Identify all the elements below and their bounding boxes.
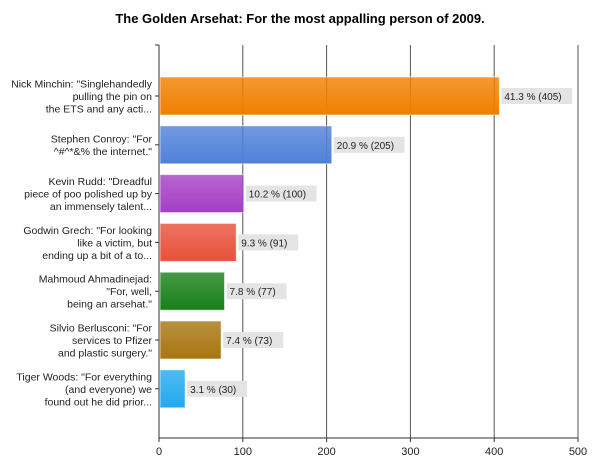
data-label: 7.4 % (73) — [226, 336, 272, 347]
category-label: "For, well, — [106, 286, 152, 298]
bar[interactable] — [159, 222, 237, 262]
x-tick-label: 0 — [156, 446, 162, 458]
data-label: 41.3 % (405) — [504, 92, 561, 103]
category-label: the ETS and any acti... — [46, 104, 152, 116]
x-tick-label: 300 — [401, 446, 419, 458]
category-label: Silvio Berlusconi: "For — [50, 323, 153, 335]
x-tick-label: 500 — [569, 446, 587, 458]
data-label: 7.8 % (77) — [230, 287, 276, 298]
category-label: pulling the pin on — [73, 91, 153, 103]
category-label: and plastic surgery." — [58, 348, 152, 360]
category-label: ^#^*&% the internet." — [54, 146, 152, 158]
data-label-bg — [226, 283, 287, 300]
category-label: like a victim, but — [77, 237, 152, 249]
x-tick-label: 100 — [234, 446, 252, 458]
data-label-bg — [238, 234, 299, 251]
data-label: 10.2 % (100) — [249, 190, 306, 201]
bar[interactable] — [159, 174, 245, 214]
category-label: found out he did prior... — [45, 396, 152, 408]
category-label: Mahmoud Ahmadinejad: — [39, 274, 152, 286]
category-label: Tiger Woods: "For everything — [16, 371, 152, 383]
data-label-bg — [501, 88, 573, 104]
bar[interactable] — [159, 76, 500, 116]
bar[interactable] — [159, 125, 333, 165]
data-label-bg — [187, 380, 248, 397]
category-label: Nick Minchin: "Singlehandedly — [11, 79, 153, 91]
category-label: (and everyone) we — [65, 384, 152, 396]
x-tick-label: 200 — [317, 446, 335, 458]
category-label: piece of poo polished up by — [24, 189, 153, 201]
x-tick-label: 400 — [485, 446, 503, 458]
data-label: 20.9 % (205) — [337, 141, 394, 152]
data-label: 9.3 % (91) — [241, 238, 287, 249]
category-label: services to Pfizer — [72, 335, 152, 347]
bar[interactable] — [159, 369, 186, 409]
chart-title: The Golden Arsehat: For the most appalli… — [115, 11, 485, 26]
category-label: Kevin Rudd: "Dreadful — [48, 176, 152, 188]
data-label: 3.1 % (30) — [190, 385, 236, 396]
category-label: Stephen Conroy: "For — [51, 134, 153, 146]
category-label: an immensely talent... — [50, 201, 152, 213]
category-label: Godwin Grech: "For looking — [23, 225, 152, 237]
category-label: being an arsehat." — [67, 299, 152, 311]
data-label-bg — [245, 185, 317, 202]
data-label-bg — [333, 136, 405, 153]
data-label-bg — [223, 332, 284, 348]
category-label: ending up a bit of a to... — [42, 250, 152, 262]
bar[interactable] — [159, 320, 222, 360]
bar[interactable] — [159, 271, 226, 311]
